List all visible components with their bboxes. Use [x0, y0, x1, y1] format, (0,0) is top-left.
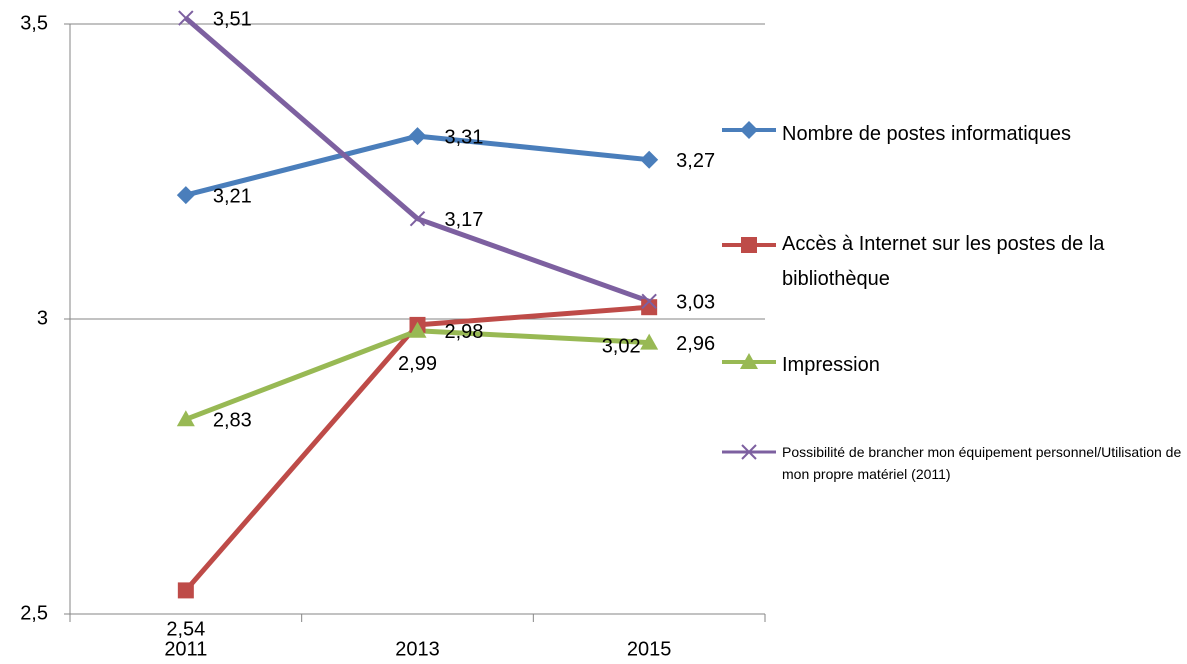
legend-label: Nombre de postes informatiques [782, 123, 1072, 145]
data-label: 3,02 [602, 335, 641, 357]
data-label: 3,21 [213, 185, 252, 207]
data-label: 3,03 [676, 292, 715, 314]
data-label: 3,17 [445, 209, 484, 231]
data-label: 3,51 [213, 8, 252, 30]
marker [177, 582, 194, 599]
data-label: 2,54 [166, 619, 205, 641]
marker [741, 444, 757, 460]
marker [409, 210, 426, 227]
marker [408, 127, 427, 146]
legend-label: Possibilité de brancher mon équipement p… [782, 444, 1182, 482]
series-line [183, 304, 650, 593]
data-label: 3,27 [676, 150, 715, 172]
marker [178, 10, 194, 26]
series-line [184, 16, 651, 304]
x-tick-label: 2013 [395, 638, 440, 660]
marker [640, 333, 659, 350]
y-tick-label: 2,5 [20, 602, 48, 624]
x-tick-label: 2011 [164, 638, 207, 660]
marker [176, 186, 195, 205]
marker [408, 321, 427, 338]
y-tick-label: 3,5 [20, 12, 48, 34]
data-label: 2,96 [676, 333, 715, 355]
marker [641, 299, 658, 316]
marker [740, 353, 758, 369]
data-label: 2,99 [398, 353, 437, 375]
data-label: 2,98 [445, 321, 484, 343]
data-label: 3,31 [445, 126, 484, 148]
marker [740, 121, 758, 139]
marker [641, 293, 657, 310]
data-label: 2,83 [213, 410, 252, 432]
legend-label: Accès à Internet sur les postes de la bi… [782, 233, 1105, 290]
x-tick-label: 2015 [627, 638, 672, 660]
legend-label: Impression [782, 354, 880, 376]
y-tick-label: 3 [37, 307, 48, 329]
marker [640, 150, 659, 169]
marker [176, 410, 195, 427]
marker [741, 237, 757, 253]
